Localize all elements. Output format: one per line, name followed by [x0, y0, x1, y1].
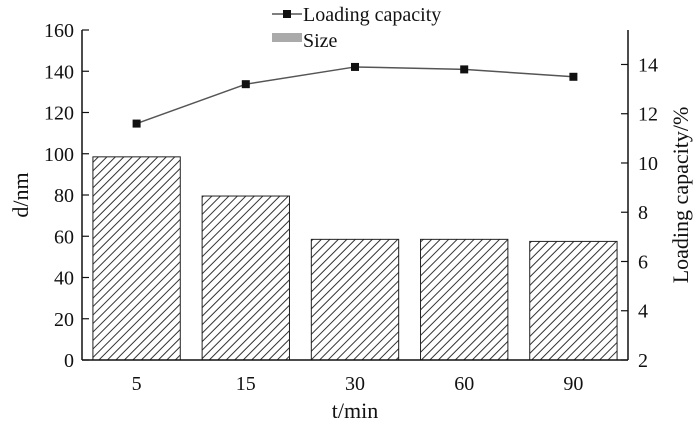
x-tick-label: 30: [345, 373, 365, 395]
y-tick-label: 160: [44, 20, 74, 42]
y2-tick-label: 10: [638, 153, 658, 175]
legend-label-loading: Loading capacity: [303, 4, 441, 26]
legend-marker-swatch: [283, 10, 291, 18]
y2-tick-label: 12: [638, 104, 658, 126]
loading-capacity-marker: [569, 72, 578, 81]
y2-tick-label: 14: [638, 54, 658, 76]
size-bar: [529, 240, 618, 361]
y-tick-label: 120: [44, 103, 74, 125]
x-tick-label: 15: [236, 373, 256, 395]
y-tick-label: 60: [54, 226, 74, 248]
x-tick-label: 5: [132, 373, 142, 395]
y2-tick-label: 8: [638, 202, 648, 224]
legend-bar-swatch: [272, 33, 302, 42]
y-tick-label: 140: [44, 61, 74, 83]
loading-capacity-marker: [460, 65, 469, 74]
y-tick-label: 80: [54, 185, 74, 207]
loading-capacity-marker: [241, 80, 250, 89]
x-tick-label: 60: [454, 373, 474, 395]
y-tick-label: 0: [64, 350, 74, 372]
y2-tick-label: 2: [638, 350, 648, 372]
y-tick-label: 20: [54, 309, 74, 331]
y2-tick-label: 6: [638, 251, 648, 273]
loading-capacity-line: [136, 66, 574, 125]
y2-tick-label: 4: [638, 301, 648, 323]
x-tick-label: 90: [563, 373, 583, 395]
y-axis-title: d/nm: [8, 172, 33, 217]
size-bar: [310, 238, 400, 361]
size-bar: [201, 195, 290, 361]
y2-axis-title: Loading capacity/%: [668, 107, 693, 284]
y-tick-label: 100: [44, 144, 74, 166]
size-bar: [420, 238, 509, 361]
size-bar: [92, 156, 181, 361]
x-axis-title: t/min: [332, 398, 378, 423]
loading-capacity-marker: [351, 62, 359, 71]
loading-capacity-marker: [132, 119, 141, 128]
legend-label-size: Size: [303, 30, 338, 52]
y-tick-label: 40: [54, 268, 74, 290]
